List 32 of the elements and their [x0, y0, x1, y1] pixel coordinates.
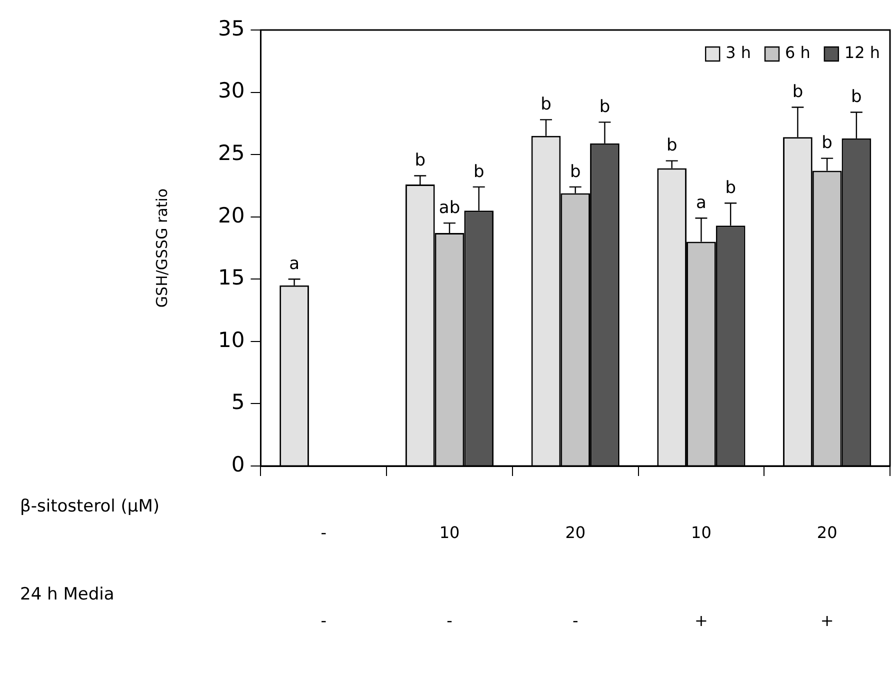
- data-label: ab: [438, 198, 460, 218]
- y-tick-label: 20: [218, 203, 245, 228]
- y-tick-label: 0: [231, 452, 245, 476]
- category-label: 20 +: [816, 523, 838, 630]
- category-label: 20 -: [565, 523, 586, 630]
- legend-label: 12 h: [844, 43, 880, 62]
- data-label: b: [851, 87, 862, 108]
- category-label: 10 +: [691, 523, 712, 630]
- data-label: b: [725, 178, 736, 198]
- data-label: a: [696, 193, 706, 214]
- data-label: b: [822, 133, 832, 154]
- y-tick-label: 5: [231, 390, 245, 414]
- data-label: b: [473, 162, 484, 182]
- data-label: a: [289, 254, 300, 274]
- data-label: b: [540, 94, 552, 115]
- data-label: b: [599, 97, 610, 118]
- y-tick-label: 30: [218, 78, 245, 103]
- y-tick-label: 35: [218, 16, 245, 40]
- text: β-sitosterol (μM): [20, 496, 160, 516]
- y-axis-title: GSH/GSSG ratio: [152, 188, 171, 308]
- data-label: b: [570, 162, 581, 182]
- data-label: b: [792, 82, 804, 102]
- legend-label: 3 h: [726, 43, 752, 62]
- y-tick-label: 10: [218, 328, 245, 352]
- category-label: 10 -: [439, 523, 460, 630]
- legend-label: 6 h: [785, 43, 810, 62]
- data-label: b: [666, 136, 678, 156]
- data-label: b: [414, 150, 426, 171]
- text: 24 h Media: [20, 584, 114, 604]
- y-tick-label: 25: [218, 141, 245, 166]
- y-tick-label: 15: [218, 266, 245, 290]
- category-label: - -: [320, 523, 327, 630]
